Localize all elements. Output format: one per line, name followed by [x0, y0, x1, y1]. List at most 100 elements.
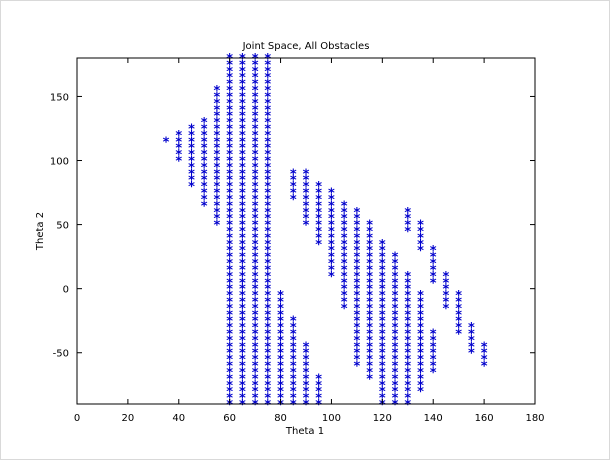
data-point: *	[353, 302, 361, 317]
data-point: *	[366, 225, 374, 240]
data-point: *	[264, 231, 272, 246]
data-point: *	[251, 97, 259, 112]
data-point: *	[378, 366, 386, 381]
data-point: *	[391, 283, 399, 298]
data-point: *	[277, 334, 285, 349]
data-point: *	[264, 257, 272, 272]
data-point: *	[404, 353, 412, 368]
data-point: *	[366, 340, 374, 355]
data-point: *	[213, 84, 221, 99]
data-point: *	[429, 366, 437, 381]
x-tick-label: 40	[172, 413, 185, 424]
data-point: *	[353, 347, 361, 362]
data-point: *	[238, 78, 246, 93]
data-point: *	[213, 219, 221, 234]
data-point: *	[391, 295, 399, 310]
data-point: *	[213, 193, 221, 208]
data-point: *	[264, 206, 272, 221]
data-point: *	[366, 353, 374, 368]
data-point: *	[378, 379, 386, 394]
data-point: *	[302, 392, 310, 407]
data-point: *	[378, 372, 386, 387]
data-point: *	[442, 276, 450, 291]
data-point: *	[404, 398, 412, 413]
data-point: *	[251, 238, 259, 253]
data-point: *	[251, 244, 259, 259]
data-point: *	[251, 84, 259, 99]
data-point: *	[417, 289, 425, 304]
data-point: *	[226, 398, 234, 413]
data-point: *	[404, 219, 412, 234]
data-point: *	[226, 251, 234, 266]
data-point: *	[238, 392, 246, 407]
data-point: *	[404, 315, 412, 330]
data-point: *	[277, 315, 285, 330]
data-point: *	[455, 315, 463, 330]
data-point: *	[366, 251, 374, 266]
data-point: *	[328, 263, 336, 278]
data-point: *	[353, 283, 361, 298]
data-point: *	[226, 78, 234, 93]
data-point: *	[353, 289, 361, 304]
data-point: *	[340, 289, 348, 304]
data-point: *	[366, 276, 374, 291]
data-point: *	[277, 366, 285, 381]
data-point: *	[302, 187, 310, 202]
data-point: *	[251, 142, 259, 157]
data-point: *	[340, 231, 348, 246]
data-point: *	[238, 65, 246, 80]
data-point: *	[366, 315, 374, 330]
data-point: *	[226, 174, 234, 189]
data-point: *	[226, 199, 234, 214]
data-point: *	[175, 142, 183, 157]
data-point: *	[404, 206, 412, 221]
data-point: *	[404, 379, 412, 394]
data-point: *	[238, 52, 246, 67]
data-point: *	[213, 110, 221, 125]
data-point: *	[378, 398, 386, 413]
data-point: *	[404, 334, 412, 349]
data-point: *	[366, 231, 374, 246]
data-point: *	[353, 270, 361, 285]
data-point: *	[264, 328, 272, 343]
data-point: *	[238, 321, 246, 336]
data-point: *	[264, 122, 272, 137]
data-point: *	[238, 129, 246, 144]
y-axis: -50 0 50 100 150	[50, 92, 535, 360]
data-point: *	[264, 379, 272, 394]
data-point: *	[264, 238, 272, 253]
data-point: *	[378, 328, 386, 343]
data-point: *	[378, 385, 386, 400]
data-point: *	[264, 251, 272, 266]
data-point: *	[251, 52, 259, 67]
data-point: *	[455, 321, 463, 336]
data-point: *	[366, 360, 374, 375]
data-point: *	[251, 135, 259, 150]
data-point: *	[417, 315, 425, 330]
data-point: *	[238, 372, 246, 387]
data-point: *	[417, 379, 425, 394]
data-point: *	[264, 353, 272, 368]
data-point: *	[442, 283, 450, 298]
data-point: *	[226, 103, 234, 118]
data-point: *	[264, 372, 272, 387]
data-point: *	[378, 244, 386, 259]
data-point: *	[251, 289, 259, 304]
data-point: *	[315, 392, 323, 407]
data-point: *	[417, 347, 425, 362]
data-point: *	[442, 270, 450, 285]
data-point: *	[366, 270, 374, 285]
data-point: *	[264, 385, 272, 400]
data-point: *	[277, 379, 285, 394]
data-point: *	[302, 193, 310, 208]
data-point: *	[353, 219, 361, 234]
data-point: *	[340, 295, 348, 310]
data-point: *	[340, 244, 348, 259]
data-point: *	[366, 328, 374, 343]
data-point: *	[238, 206, 246, 221]
data-point: *	[251, 231, 259, 246]
data-point: *	[315, 231, 323, 246]
data-point: *	[366, 295, 374, 310]
data-point: *	[417, 308, 425, 323]
